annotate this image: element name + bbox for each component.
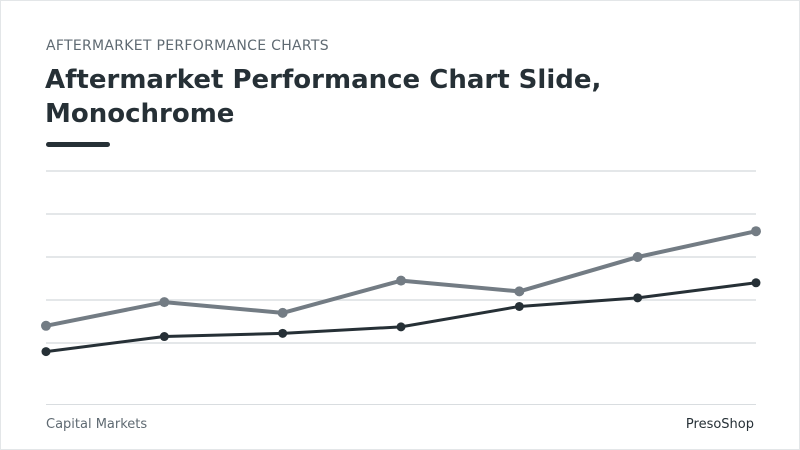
series-0-point-6	[751, 226, 761, 237]
series-0-point-2	[277, 307, 288, 318]
eyebrow-label: AFTERMARKET PERFORMANCE CHARTS	[46, 38, 329, 54]
series-1-point-0	[41, 347, 51, 357]
series-0-point-4	[514, 286, 525, 297]
series-1-point-2	[278, 328, 288, 338]
chart-grid	[46, 170, 756, 344]
series-1-point-5	[633, 293, 643, 303]
title-accent-bar	[46, 142, 110, 147]
series-0-point-0	[41, 320, 51, 331]
footer-brand: PresoShop	[685, 417, 754, 432]
series-line-1	[45, 281, 757, 354]
series-0-point-1	[159, 297, 170, 308]
chart-series	[45, 229, 757, 354]
chart-points	[41, 226, 761, 357]
series-1-point-3	[396, 322, 406, 332]
series-0-point-5	[632, 252, 643, 262]
series-0-point-3	[396, 275, 406, 286]
series-1-point-6	[751, 278, 761, 288]
series-1-point-1	[159, 332, 169, 342]
footer-source: Capital Markets	[46, 417, 148, 432]
footer-divider	[46, 404, 756, 405]
page-title: Aftermarket Performance Chart Slide, Mon…	[45, 65, 602, 129]
series-1-point-4	[514, 301, 524, 311]
